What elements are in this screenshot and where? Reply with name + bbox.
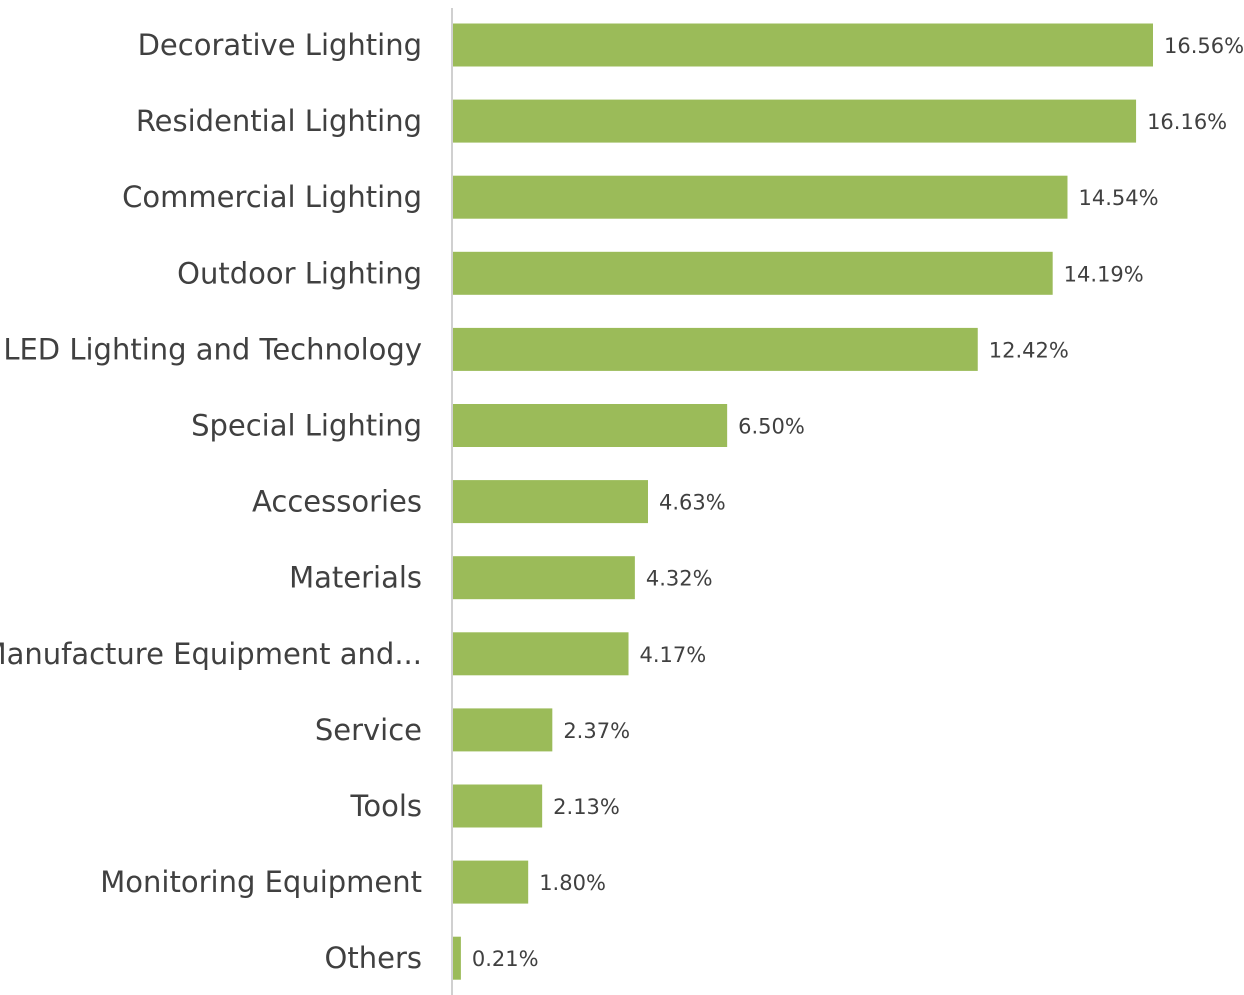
- category-label-12: Others: [325, 941, 422, 975]
- category-label-0: Decorative Lighting: [138, 28, 422, 62]
- bar-6: [452, 480, 648, 524]
- category-label-8: Manufacture Equipment and...: [0, 637, 422, 671]
- bar-10: [452, 784, 543, 828]
- bar-7: [452, 556, 635, 600]
- labels-layer: Decorative Lighting 16.56% Residential Lig…: [0, 28, 1244, 975]
- bar-11: [452, 860, 529, 904]
- category-label-5: Special Lighting: [191, 409, 422, 443]
- value-label-10: 2.13%: [553, 795, 620, 819]
- value-label-5: 6.50%: [738, 415, 805, 439]
- bar-3: [452, 251, 1053, 295]
- value-label-2: 14.54%: [1078, 186, 1158, 210]
- category-label-4: LED Lighting and Technology: [3, 332, 422, 366]
- category-label-7: Materials: [289, 561, 422, 595]
- category-label-1: Residential Lighting: [136, 104, 422, 138]
- value-label-6: 4.63%: [659, 491, 726, 515]
- category-label-11: Monitoring Equipment: [100, 865, 422, 899]
- bar-8: [452, 632, 629, 676]
- value-label-9: 2.37%: [563, 719, 630, 743]
- bar-5: [452, 404, 728, 447]
- category-label-6: Accessories: [252, 485, 422, 519]
- value-label-3: 14.19%: [1064, 262, 1144, 286]
- bar-0: [452, 23, 1153, 67]
- category-label-2: Commercial Lighting: [122, 180, 422, 214]
- value-label-11: 1.80%: [539, 871, 606, 895]
- category-label-10: Tools: [350, 789, 422, 823]
- bar-2: [452, 175, 1068, 219]
- bars-layer: [452, 23, 1153, 980]
- category-label-9: Service: [315, 713, 422, 747]
- bar-1: [452, 99, 1137, 143]
- value-label-8: 4.17%: [640, 643, 707, 667]
- bar-9: [452, 708, 553, 752]
- value-label-7: 4.32%: [646, 567, 713, 591]
- value-label-12: 0.21%: [472, 947, 539, 971]
- category-label-3: Outdoor Lighting: [177, 256, 422, 290]
- value-label-1: 16.16%: [1147, 110, 1227, 134]
- value-label-0: 16.56%: [1164, 34, 1244, 58]
- bar-12: [452, 936, 461, 980]
- value-label-4: 12.42%: [989, 338, 1069, 362]
- bar-4: [452, 327, 978, 371]
